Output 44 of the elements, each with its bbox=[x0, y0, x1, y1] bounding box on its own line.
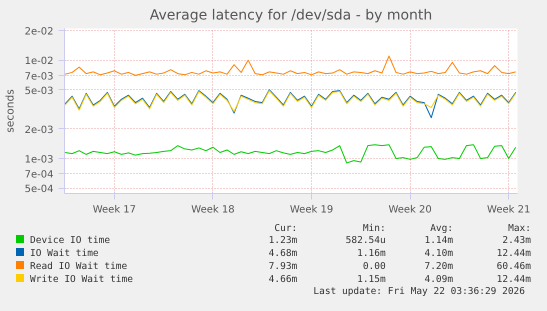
y-tick-label: 7e-04 bbox=[24, 170, 54, 181]
legend-label: IO Wait time bbox=[29, 247, 100, 260]
x-tick-label: Week 19 bbox=[290, 204, 334, 216]
text: Cur: bbox=[273, 223, 298, 234]
legend-label: Read IO Wait time bbox=[29, 260, 128, 273]
text: 0.00 bbox=[362, 260, 387, 273]
text: 582.54u bbox=[344, 234, 387, 247]
text: Max: bbox=[507, 223, 532, 234]
y-tick-label: 2e-02 bbox=[24, 26, 54, 38]
legend-label: Device IO time bbox=[29, 234, 112, 247]
text: 7.93m bbox=[268, 260, 298, 273]
chart-title: Average latency for /dev/sda - by month bbox=[150, 8, 432, 24]
y-tick-label: 1e-03 bbox=[24, 154, 54, 166]
text: Last update: Fri May 22 03:36:29 2026 bbox=[312, 286, 526, 297]
legend-label: Write IO Wait time bbox=[29, 273, 134, 286]
text: 4.09m bbox=[423, 273, 454, 286]
y-tick-label: 1e-02 bbox=[24, 56, 54, 68]
line-series bbox=[64, 144, 516, 164]
line-series bbox=[64, 56, 516, 76]
text: 60.46m bbox=[496, 260, 532, 273]
x-tick-label: Week 21 bbox=[487, 204, 530, 216]
text: 1.16m bbox=[356, 247, 387, 260]
text: 1.15m bbox=[356, 273, 387, 286]
text: 4.68m bbox=[268, 247, 298, 260]
y-axis-title: seconds bbox=[4, 88, 17, 133]
text: 2.43m bbox=[501, 234, 532, 247]
text: 1.23m bbox=[268, 234, 298, 247]
y-tick-label: 5e-04 bbox=[24, 184, 54, 196]
text: Avg: bbox=[429, 223, 454, 234]
line-series bbox=[64, 89, 516, 118]
x-tick-label: Week 18 bbox=[191, 204, 235, 216]
y-tick-label: 5e-03 bbox=[24, 86, 54, 97]
y-tick-label: 7e-03 bbox=[24, 71, 54, 82]
text: 4.10m bbox=[423, 247, 454, 260]
line-series bbox=[64, 90, 516, 112]
text: 4.66m bbox=[268, 273, 298, 286]
x-tick-label: Week 17 bbox=[92, 204, 136, 216]
y-tick-label: 2e-03 bbox=[24, 124, 54, 136]
text: 12.44m bbox=[496, 273, 532, 286]
text: 12.44m bbox=[496, 247, 532, 260]
text: 7.20m bbox=[423, 260, 454, 273]
x-tick-label: Week 20 bbox=[388, 204, 432, 216]
text: Min: bbox=[362, 223, 387, 234]
text: 1.14m bbox=[423, 234, 454, 247]
